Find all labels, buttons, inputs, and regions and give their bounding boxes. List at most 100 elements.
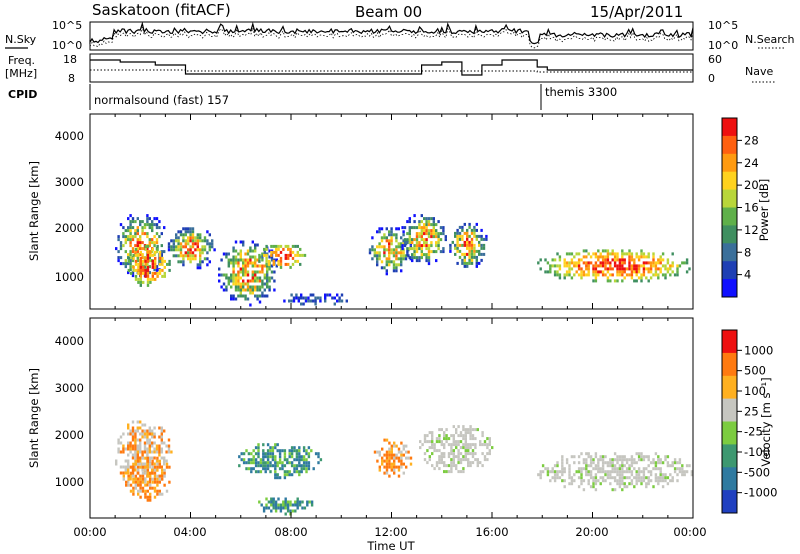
heatmap-cell: [293, 446, 296, 450]
heatmap-cell: [589, 261, 593, 265]
colorbar-tick-label: 24: [744, 156, 759, 170]
heatmap-cell: [127, 256, 130, 260]
heatmap-cell: [647, 482, 650, 486]
heatmap-cell: [288, 452, 291, 456]
heatmap-cell: [558, 255, 562, 259]
heatmap-cell: [267, 500, 271, 504]
heatmap-cell: [573, 479, 576, 483]
heatmap-cell: [475, 249, 478, 253]
heatmap-cell: [599, 455, 602, 459]
heatmap-cell: [261, 267, 264, 271]
heatmap-cell: [633, 258, 636, 262]
heatmap-cell: [480, 258, 483, 262]
heatmap-cell: [232, 267, 235, 271]
heatmap-cell: [688, 464, 691, 468]
heatmap-cell: [168, 465, 171, 469]
xlabel: Time UT: [366, 539, 415, 553]
heatmap-cell: [437, 247, 440, 251]
heatmap-cell: [227, 279, 230, 283]
heatmap-cell: [450, 434, 453, 438]
heatmap-cell: [270, 497, 273, 501]
heatmap-cell: [431, 446, 434, 450]
colorbar-swatch: [722, 352, 737, 377]
heatmap-cell: [633, 476, 636, 480]
heatmap-cell: [413, 214, 416, 218]
heatmap-cell: [146, 480, 149, 484]
heatmap-cell: [407, 456, 410, 460]
heatmap-cell: [690, 470, 694, 474]
heatmap-cell: [170, 248, 173, 252]
heatmap-cell: [182, 245, 185, 249]
heatmap-cell: [630, 273, 634, 277]
heatmap-cell: [286, 461, 289, 465]
heatmap-cell: [635, 470, 638, 474]
heatmap-cell: [269, 464, 272, 468]
heatmap-cell: [141, 450, 144, 454]
heatmap-cell: [298, 446, 301, 450]
heatmap-cell: [295, 458, 299, 462]
heatmap-cell: [649, 473, 653, 477]
heatmap-cell: [393, 456, 396, 460]
colorbar-tick-label: 25: [744, 404, 759, 418]
heatmap-cell: [139, 426, 142, 430]
heatmap-cell: [470, 246, 474, 250]
heatmap-cell: [408, 238, 411, 242]
heatmap-cell: [153, 244, 156, 248]
heatmap-cell: [153, 456, 156, 460]
heatmap-cell: [300, 464, 303, 468]
heatmap-cell: [463, 252, 466, 256]
heatmap-cell: [274, 446, 277, 450]
heatmap-cell: [155, 223, 159, 227]
heatmap-cell: [244, 297, 247, 301]
heatmap-cell: [565, 458, 569, 462]
heatmap-cell: [577, 455, 581, 459]
heatmap-cell: [158, 447, 161, 451]
heatmap-cell: [230, 276, 233, 280]
heatmap-cell: [256, 258, 259, 262]
heatmap-cell: [127, 226, 130, 230]
heatmap-cell: [621, 267, 624, 271]
heatmap-cell: [623, 276, 626, 280]
heatmap-cell: [194, 257, 197, 261]
heatmap-cell: [623, 482, 626, 486]
heatmap-cell: [232, 273, 235, 277]
heatmap-cell: [146, 483, 149, 487]
heatmap-cell: [232, 279, 235, 283]
heatmap-cell: [131, 274, 135, 278]
heatmap-cell: [132, 462, 135, 466]
heatmap-cell: [455, 464, 458, 468]
heatmap-cell: [671, 476, 674, 480]
nsearch-tick-top: 10^5: [708, 19, 738, 32]
heatmap-cell: [630, 479, 634, 483]
heatmap-cell: [187, 254, 190, 258]
heatmap-cell: [148, 480, 151, 484]
heatmap-cell: [418, 223, 421, 227]
heatmap-cell: [153, 441, 156, 445]
heatmap-cell: [647, 252, 650, 256]
heatmap-cell: [401, 244, 404, 248]
heatmap-cell: [415, 250, 419, 254]
heatmap-cell: [470, 261, 474, 265]
heatmap-cell: [338, 299, 341, 303]
heatmap-cell: [475, 261, 478, 265]
heatmap-cell: [208, 260, 211, 264]
heatmap-cell: [196, 236, 199, 240]
heatmap-cell: [146, 283, 150, 287]
heatmap-cell: [124, 465, 127, 469]
heatmap-cell: [425, 253, 428, 257]
heatmap-cell: [247, 458, 251, 462]
heatmap-cell: [189, 233, 192, 237]
heatmap-cell: [258, 285, 262, 289]
heatmap-cell: [647, 255, 650, 259]
heatmap-cell: [158, 435, 161, 439]
heatmap-cell: [290, 461, 294, 465]
heatmap-cell: [408, 229, 411, 233]
heatmap-cell: [211, 242, 214, 246]
heatmap-cell: [397, 242, 400, 246]
heatmap-cell: [592, 273, 595, 277]
heatmap-cell: [575, 261, 578, 265]
heatmap-cell: [257, 455, 260, 459]
heatmap-cell: [244, 261, 247, 265]
heatmap-cell: [455, 467, 458, 471]
heatmap-cell: [392, 263, 396, 267]
